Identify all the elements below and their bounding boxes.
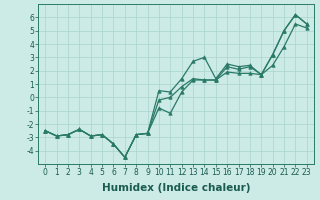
X-axis label: Humidex (Indice chaleur): Humidex (Indice chaleur)	[102, 183, 250, 193]
